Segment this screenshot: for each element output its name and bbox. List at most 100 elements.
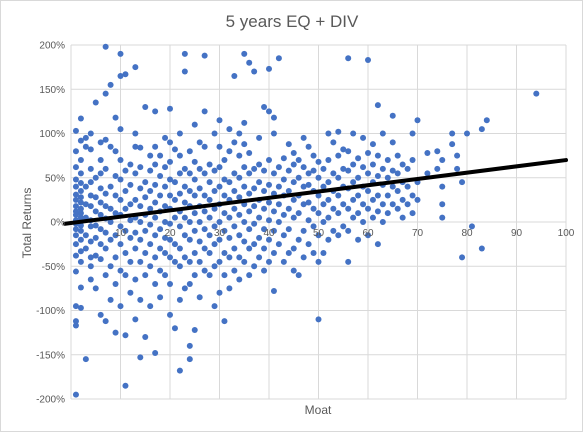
data-point [122, 205, 129, 212]
data-point [389, 112, 396, 119]
data-point [167, 254, 173, 261]
data-point [246, 226, 253, 233]
data-point [335, 232, 342, 239]
data-point [261, 167, 268, 174]
data-point [127, 234, 134, 241]
data-point [186, 148, 193, 155]
data-point [92, 234, 99, 241]
data-point [216, 258, 223, 265]
data-point [449, 130, 456, 137]
data-point [87, 179, 94, 186]
data-point [434, 165, 441, 172]
data-point [315, 258, 322, 265]
data-point [97, 199, 104, 206]
data-point [365, 57, 371, 64]
data-point [112, 329, 119, 336]
x-tick-label: 80 [461, 228, 473, 239]
data-point [127, 201, 134, 208]
data-point [335, 128, 342, 135]
data-point [369, 196, 376, 203]
data-point [439, 183, 446, 190]
data-point [256, 214, 263, 221]
data-point [142, 249, 149, 256]
data-point [117, 196, 124, 203]
data-point [107, 81, 114, 88]
data-point [147, 303, 154, 310]
data-point [365, 205, 371, 212]
data-point [171, 196, 178, 203]
data-point [152, 143, 159, 150]
data-point [137, 219, 144, 225]
data-point [280, 211, 287, 218]
data-point [355, 155, 362, 162]
data-point [196, 165, 203, 172]
data-point [266, 258, 272, 265]
data-point [310, 223, 317, 230]
data-point [82, 134, 89, 141]
data-point [97, 157, 104, 164]
data-point [87, 146, 94, 153]
data-point [102, 318, 109, 325]
data-point [72, 241, 79, 248]
data-point [87, 238, 94, 245]
y-axis-title: Total Returns [20, 188, 34, 259]
data-point [102, 203, 109, 210]
data-point [285, 141, 292, 148]
data-point [152, 108, 159, 115]
data-point [379, 165, 386, 172]
data-point [320, 183, 327, 190]
data-point [137, 236, 144, 243]
data-point [137, 144, 144, 151]
data-point [231, 223, 238, 230]
x-tick-label: 10 [115, 228, 127, 239]
data-point [167, 105, 173, 112]
data-point [221, 210, 228, 217]
data-point [102, 43, 109, 50]
data-point [87, 192, 94, 199]
data-point [305, 181, 312, 188]
data-point [216, 117, 223, 124]
data-point [87, 254, 94, 261]
data-point [162, 134, 169, 141]
data-point [92, 285, 99, 292]
data-point [77, 205, 84, 212]
data-point [72, 318, 79, 325]
y-tick-label: 150% [39, 85, 65, 96]
data-point [340, 146, 347, 153]
y-tick-label: -50% [42, 262, 65, 273]
data-point [256, 134, 263, 141]
data-point [270, 130, 277, 137]
x-tick-label: 40 [263, 228, 275, 239]
data-point [162, 203, 169, 210]
data-point [176, 170, 183, 177]
data-point [142, 334, 149, 341]
data-point [132, 130, 139, 137]
data-point [226, 234, 233, 241]
data-point [132, 316, 139, 323]
data-point [157, 267, 164, 274]
data-point [117, 126, 124, 133]
data-point [325, 157, 332, 164]
data-point [152, 254, 159, 261]
data-point [132, 170, 139, 177]
data-point [374, 192, 381, 199]
data-point [127, 217, 134, 224]
data-point [280, 232, 287, 239]
data-point [112, 232, 119, 239]
data-point [369, 141, 376, 148]
data-point [270, 249, 277, 256]
data-point [310, 249, 317, 256]
data-point [246, 190, 253, 197]
data-point [186, 170, 193, 177]
data-point [533, 90, 540, 97]
data-point [256, 234, 263, 241]
data-point [231, 139, 238, 146]
data-point [107, 205, 114, 212]
data-point [231, 205, 238, 212]
data-point [162, 219, 169, 225]
data-point [355, 210, 362, 217]
data-point [360, 164, 367, 171]
data-point [221, 157, 228, 164]
data-point [147, 241, 154, 248]
